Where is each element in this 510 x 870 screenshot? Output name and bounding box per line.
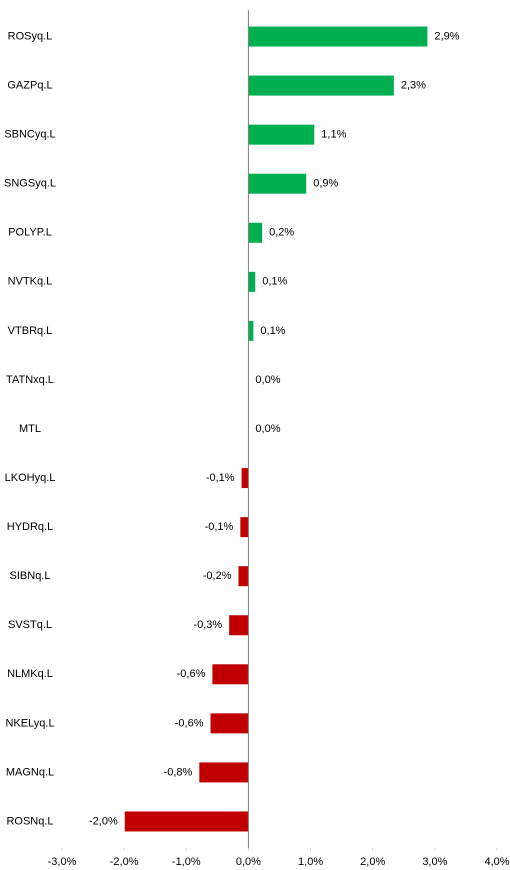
category-label: ROSNq.L [6, 815, 53, 827]
value-label: 2,3% [401, 79, 426, 91]
category-label: POLYP.L [8, 227, 52, 239]
category-label: NLMKq.L [7, 668, 53, 680]
value-label: -0,1% [205, 521, 234, 533]
bar [212, 664, 249, 685]
value-label: 0,0% [255, 374, 280, 386]
x-tick-label: -3,0% [48, 856, 77, 868]
value-label: 0,1% [262, 276, 287, 288]
value-label: -0,3% [193, 619, 222, 631]
category-label: GAZPq.L [7, 79, 52, 91]
bar [199, 762, 249, 783]
value-label: -0,6% [175, 717, 204, 729]
category-label: NKELyq.L [5, 717, 54, 729]
bar [229, 615, 249, 636]
bar [240, 517, 249, 538]
value-label: -0,8% [164, 766, 193, 778]
bar [248, 124, 315, 145]
category-label: SVSTq.L [8, 619, 52, 631]
category-label: SIBNq.L [10, 570, 51, 582]
category-label: NVTKq.L [8, 276, 53, 288]
bar [248, 320, 254, 341]
value-label: 0,2% [269, 227, 294, 239]
category-label: ROSyq.L [8, 30, 53, 42]
category-label: VTBRq.L [8, 325, 53, 337]
category-label: LKOHyq.L [5, 472, 56, 484]
x-tick-label: 4,0% [484, 856, 509, 868]
x-tick-label: 3,0% [422, 856, 447, 868]
x-tick-label: 0,0% [236, 856, 261, 868]
bar [248, 26, 428, 47]
bar [241, 468, 249, 489]
value-label: -0,6% [177, 668, 206, 680]
bar [238, 566, 249, 587]
bar [248, 222, 263, 243]
category-label: HYDRq.L [7, 521, 53, 533]
x-tick-label: 1,0% [298, 856, 323, 868]
value-label: -0,2% [203, 570, 232, 582]
category-label: SBNCyq.L [4, 129, 55, 141]
value-label: 0,1% [260, 325, 285, 337]
x-tick-label: -2,0% [110, 856, 139, 868]
value-label: 2,9% [434, 30, 459, 42]
bar [248, 173, 307, 194]
bar [248, 75, 394, 96]
value-label: -0,1% [206, 472, 235, 484]
bar [210, 713, 249, 734]
category-label: TATNxq.L [6, 374, 54, 386]
x-tick-label: 2,0% [360, 856, 385, 868]
category-label: SNGSyq.L [4, 178, 56, 190]
value-label: 1,1% [321, 129, 346, 141]
category-label: MAGNq.L [6, 766, 54, 778]
value-label: -2,0% [89, 815, 118, 827]
x-tick-label: -1,0% [172, 856, 201, 868]
bar [248, 271, 256, 292]
category-label: MTL [19, 423, 41, 435]
bar [124, 811, 249, 832]
value-label: 0,9% [313, 178, 338, 190]
value-label: 0,0% [255, 423, 280, 435]
